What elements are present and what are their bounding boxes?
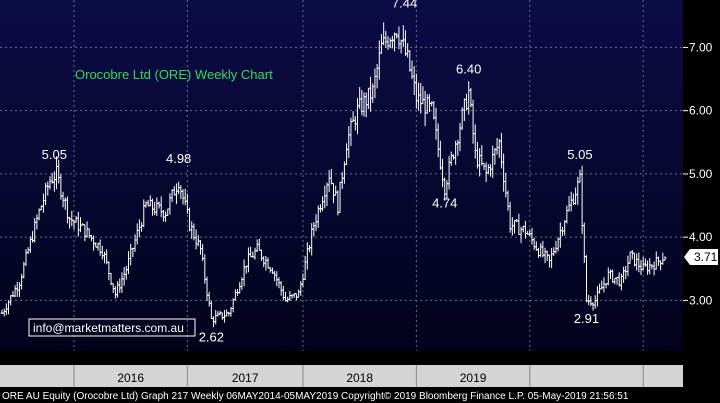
last-price-tag: 3.71 xyxy=(684,249,718,265)
annotation-label: 6.40 xyxy=(456,61,481,76)
annotation-label: 5.05 xyxy=(42,147,67,162)
annotation-label: 4.74 xyxy=(432,195,457,210)
x-tick-label: 2017 xyxy=(232,371,259,385)
peak-annotations: 5.05 4.98 2.62 7.44 6.40 4.74 5.05 2.91 xyxy=(42,0,599,344)
chart-title: Orocobre Ltd (ORE) Weekly Chart xyxy=(75,67,273,82)
x-tick-label: 2016 xyxy=(117,371,144,385)
y-axis: 3.00 4.00 5.00 6.00 7.00 xyxy=(683,40,713,307)
annotation-label: 4.98 xyxy=(166,151,191,166)
annotation-label: 2.62 xyxy=(199,329,224,344)
y-tick-label: 3.00 xyxy=(689,293,713,307)
watermark-box xyxy=(28,318,196,337)
annotation-label: 2.91 xyxy=(574,311,599,326)
ohlc-bars xyxy=(0,22,667,328)
grid-lines xyxy=(0,0,683,351)
watermark-email: info@marketmatters.com.au xyxy=(33,321,184,335)
last-price-label: 3.71 xyxy=(694,250,718,264)
x-tick-label: 2019 xyxy=(460,371,487,385)
y-tick-label: 7.00 xyxy=(689,40,713,54)
annotation-label: 7.44 xyxy=(392,0,417,11)
y-tick-label: 5.00 xyxy=(689,167,713,181)
y-tick-label: 4.00 xyxy=(689,230,713,244)
y-tick-label: 6.00 xyxy=(689,104,713,118)
x-tick-label: 2018 xyxy=(346,371,373,385)
footer-text: ORE AU Equity (Orocobre Ltd) Graph 217 W… xyxy=(2,391,629,402)
footer-bar xyxy=(0,388,720,403)
x-axis: 2016 2017 2018 2019 xyxy=(73,365,644,387)
x-axis-band xyxy=(0,365,683,387)
ohlc-bar xyxy=(663,256,667,261)
plot-area xyxy=(0,0,683,351)
annotation-label: 5.05 xyxy=(567,147,592,162)
right-axis-panel xyxy=(683,0,720,351)
